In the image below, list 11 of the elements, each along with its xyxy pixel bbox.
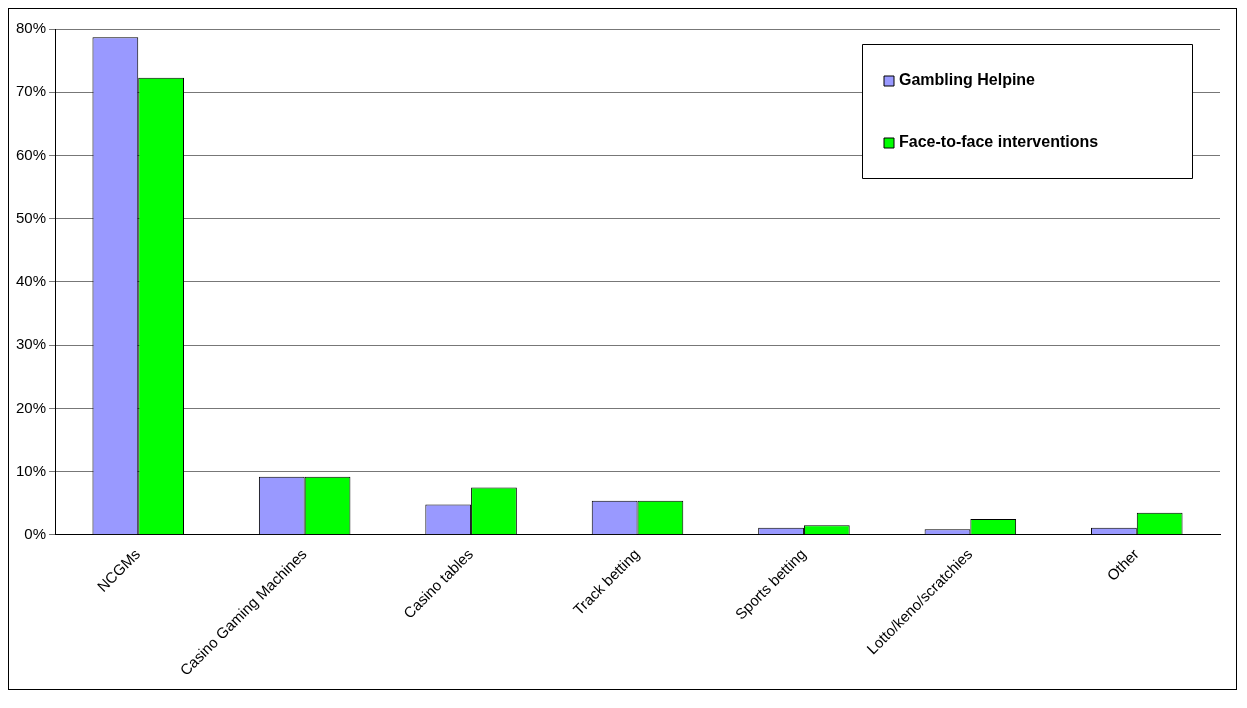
y-tick-label: 10% xyxy=(15,461,47,479)
y-tick-label: 80% xyxy=(15,19,47,37)
y-tick-label: 30% xyxy=(15,335,47,353)
y-tick-label: 20% xyxy=(15,398,47,416)
legend-label: Face-to-face interventions xyxy=(899,133,1099,151)
y-tick-label: 40% xyxy=(15,272,47,290)
y-tick-label: 0% xyxy=(24,524,47,542)
y-tick-label: 50% xyxy=(15,208,47,226)
y-tick-label: 60% xyxy=(15,145,47,163)
legend-label: Gambling Helpine xyxy=(899,71,1036,89)
y-tick-label: 70% xyxy=(15,82,47,100)
